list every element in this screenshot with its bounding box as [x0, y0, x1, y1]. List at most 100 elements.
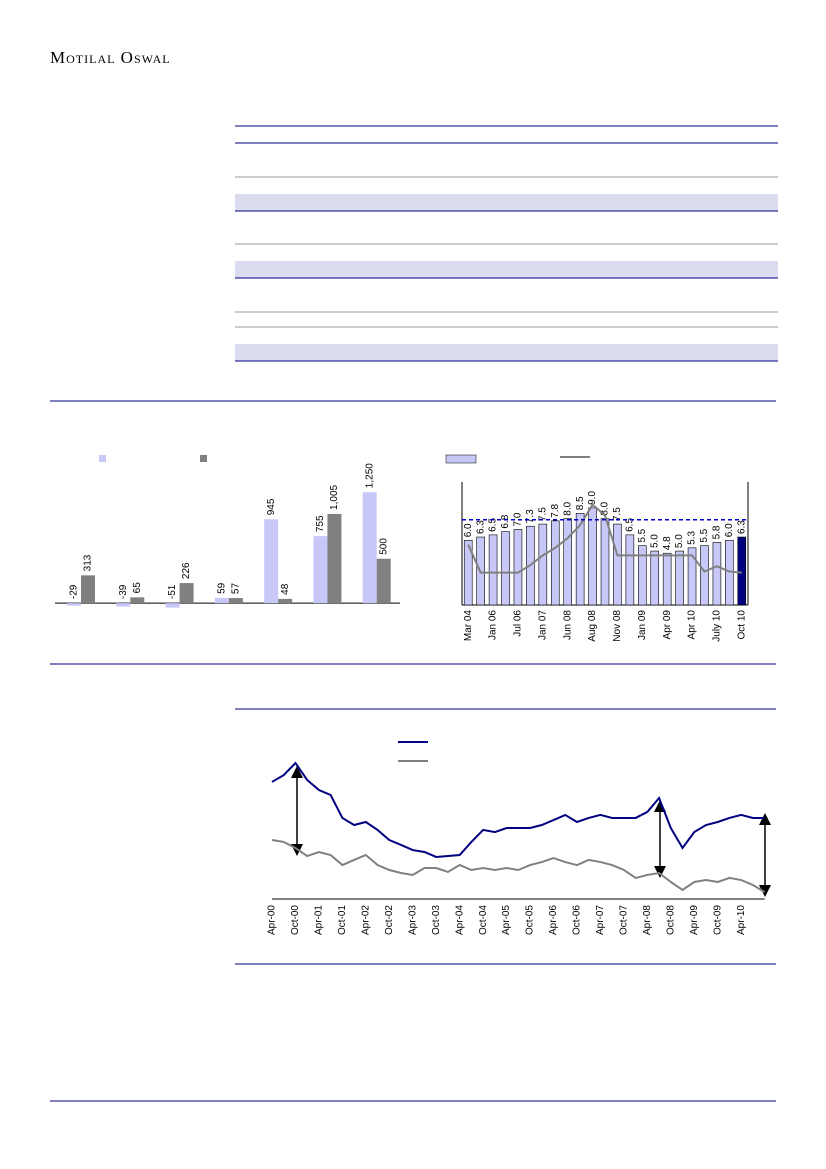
bar: [513, 529, 523, 606]
legend-marker: [200, 455, 207, 462]
x-tick-label: Apr-08: [642, 905, 653, 935]
bar: [600, 518, 610, 606]
bar: [376, 558, 391, 604]
x-tick-label: Jan 07: [537, 610, 548, 640]
value-label: 6.3: [736, 520, 747, 534]
x-tick-label: July 10: [712, 610, 723, 642]
bar: [214, 597, 229, 604]
bar: [228, 598, 243, 604]
value-label: 1,005: [329, 484, 340, 509]
bar: [463, 539, 473, 606]
value-label: 6.5: [488, 518, 499, 532]
value-label: 5.8: [712, 525, 723, 539]
bar: [650, 550, 660, 606]
x-tick-label: Jul 06: [513, 610, 524, 637]
value-label: 6.0: [724, 523, 735, 537]
value-label: 945: [266, 498, 277, 515]
bar: [613, 523, 622, 606]
x-tick-label: Oct-01: [337, 905, 348, 935]
value-label: 500: [378, 538, 389, 555]
x-tick-label: Oct-04: [478, 905, 489, 935]
value-label: 1,250: [364, 463, 375, 488]
x-tick-label: Apr-06: [548, 905, 559, 935]
x-tick-label: Oct-03: [431, 905, 442, 935]
x-tick-label: Oct-05: [525, 905, 536, 935]
bar: [550, 520, 560, 606]
x-tick-label: Oct-09: [712, 905, 723, 935]
x-tick-label: Apr-10: [736, 905, 747, 935]
value-label: 7.5: [612, 507, 623, 521]
x-tick-label: Jan 09: [637, 610, 648, 640]
bar: [278, 598, 293, 604]
x-tick-label: Jun 08: [562, 610, 573, 640]
value-label: 59: [216, 582, 227, 594]
value-label: 6.8: [500, 514, 511, 528]
value-label: -51: [167, 584, 178, 599]
bar: [575, 512, 585, 606]
x-tick-label: Oct 10: [736, 610, 747, 640]
bar: [662, 552, 672, 606]
value-label: 7.8: [550, 504, 561, 518]
bar: [488, 534, 498, 606]
x-tick-label: Oct-02: [384, 905, 395, 935]
value-label: 57: [230, 583, 241, 595]
table-band: [235, 261, 778, 278]
bar: [563, 518, 572, 606]
bar: [501, 531, 510, 606]
value-label: 4.8: [662, 536, 673, 550]
bar: [588, 507, 597, 606]
x-tick-label: Apr-05: [501, 905, 512, 935]
x-tick-label: Apr 10: [687, 610, 698, 640]
bar: [712, 542, 722, 606]
x-tick-label: Apr-01: [314, 905, 325, 935]
value-label: 226: [181, 562, 192, 579]
x-tick-label: Apr-04: [454, 905, 465, 935]
bar: [313, 536, 328, 604]
value-label: 48: [280, 583, 291, 595]
x-tick-label: Oct-07: [619, 905, 630, 935]
x-tick-label: Apr-00: [267, 905, 278, 935]
value-label: -39: [118, 584, 129, 599]
line: [271, 761, 765, 858]
x-tick-label: Apr-03: [407, 905, 418, 935]
x-tick-label: Oct-00: [290, 905, 301, 935]
value-label: 5.0: [649, 534, 660, 548]
bar: [737, 536, 747, 606]
value-label: 5.0: [674, 534, 685, 548]
bar: [687, 547, 697, 606]
x-tick-label: Apr-02: [360, 905, 371, 935]
bar: [538, 523, 548, 606]
legend-marker: [445, 454, 477, 464]
arrows: [291, 766, 771, 897]
bar: [700, 545, 709, 606]
x-tick-label: Nov 08: [612, 610, 623, 642]
x-tick-label: Oct-08: [665, 905, 676, 935]
value-label: 6.3: [475, 520, 486, 534]
value-label: 5.3: [687, 530, 698, 544]
x-tick-label: Apr-09: [689, 905, 700, 935]
bar: [165, 603, 180, 608]
bar: [81, 575, 95, 604]
value-label: 8.5: [575, 496, 586, 510]
table: [235, 125, 778, 362]
bar: [264, 519, 279, 604]
bar: [362, 492, 377, 604]
value-label: 5.5: [637, 528, 648, 542]
bar: [67, 603, 81, 606]
x-tick-label: Apr 09: [662, 610, 673, 640]
line: [467, 503, 742, 574]
x-tick-label: Mar 04: [463, 610, 474, 642]
value-label: 7.5: [537, 507, 548, 521]
x-tick-label: Apr-07: [595, 905, 606, 935]
bar: [675, 550, 684, 606]
table-band: [235, 194, 778, 211]
x-tick-label: Aug 08: [587, 610, 598, 642]
bar: [116, 603, 131, 607]
bar: [327, 513, 342, 604]
bar: [638, 545, 647, 606]
value-label: 8.0: [600, 501, 611, 515]
value-label: 9.0: [587, 491, 598, 505]
value-label: 313: [83, 554, 94, 571]
